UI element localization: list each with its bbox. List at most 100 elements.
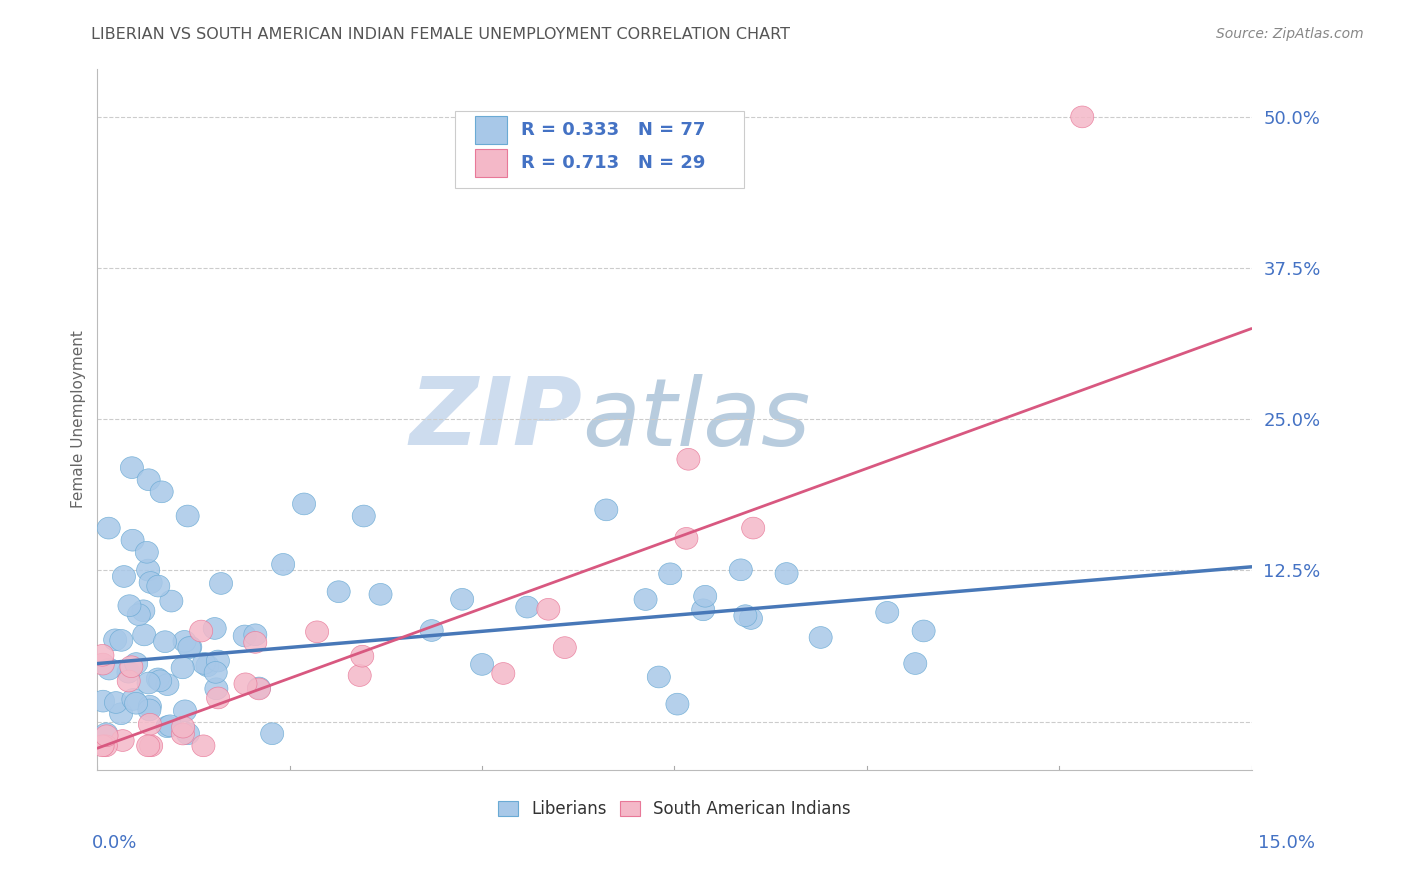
Ellipse shape (260, 723, 284, 745)
Ellipse shape (136, 559, 160, 581)
Text: Source: ZipAtlas.com: Source: ZipAtlas.com (1216, 27, 1364, 41)
Ellipse shape (191, 735, 215, 756)
Ellipse shape (104, 691, 128, 714)
Ellipse shape (121, 529, 145, 551)
Ellipse shape (209, 573, 232, 594)
Ellipse shape (741, 517, 765, 539)
Ellipse shape (172, 657, 194, 679)
Ellipse shape (204, 662, 228, 683)
Ellipse shape (91, 735, 114, 756)
Ellipse shape (647, 666, 671, 688)
Text: ZIP: ZIP (409, 373, 582, 466)
Ellipse shape (173, 700, 197, 722)
Ellipse shape (118, 595, 141, 616)
FancyBboxPatch shape (475, 116, 508, 144)
Ellipse shape (368, 583, 392, 606)
Ellipse shape (204, 617, 226, 640)
Ellipse shape (205, 678, 228, 699)
Ellipse shape (135, 541, 159, 563)
Ellipse shape (117, 670, 141, 692)
Ellipse shape (104, 629, 127, 650)
Ellipse shape (97, 658, 121, 680)
Text: R = 0.333   N = 77: R = 0.333 N = 77 (522, 120, 706, 138)
Ellipse shape (904, 653, 927, 674)
FancyBboxPatch shape (456, 111, 744, 188)
Ellipse shape (91, 690, 114, 712)
Ellipse shape (94, 735, 117, 756)
Legend: Liberians, South American Indians: Liberians, South American Indians (491, 794, 858, 825)
Ellipse shape (292, 493, 315, 515)
Ellipse shape (243, 632, 267, 653)
Ellipse shape (247, 678, 270, 700)
Ellipse shape (125, 692, 148, 714)
Text: LIBERIAN VS SOUTH AMERICAN INDIAN FEMALE UNEMPLOYMENT CORRELATION CHART: LIBERIAN VS SOUTH AMERICAN INDIAN FEMALE… (91, 27, 790, 42)
Ellipse shape (554, 637, 576, 658)
Ellipse shape (156, 716, 179, 738)
Ellipse shape (176, 505, 200, 527)
Ellipse shape (156, 673, 179, 696)
Ellipse shape (172, 716, 194, 738)
Ellipse shape (138, 714, 162, 735)
Text: 0.0%: 0.0% (91, 834, 136, 852)
Ellipse shape (190, 620, 212, 642)
Ellipse shape (160, 591, 183, 612)
Ellipse shape (139, 735, 163, 756)
Ellipse shape (730, 559, 752, 581)
Ellipse shape (110, 630, 132, 651)
Ellipse shape (349, 665, 371, 687)
Ellipse shape (420, 620, 443, 641)
Ellipse shape (271, 554, 295, 575)
Ellipse shape (595, 499, 617, 521)
Ellipse shape (207, 687, 229, 709)
Ellipse shape (492, 663, 515, 684)
Ellipse shape (247, 677, 270, 698)
Ellipse shape (233, 673, 257, 695)
Ellipse shape (139, 572, 162, 593)
Ellipse shape (666, 693, 689, 715)
Ellipse shape (537, 599, 560, 620)
Ellipse shape (516, 596, 538, 618)
Ellipse shape (193, 653, 215, 674)
Ellipse shape (876, 601, 898, 624)
FancyBboxPatch shape (475, 149, 508, 178)
Ellipse shape (159, 714, 181, 737)
Ellipse shape (179, 636, 202, 658)
Ellipse shape (350, 645, 374, 667)
Ellipse shape (243, 624, 267, 646)
Ellipse shape (658, 563, 682, 584)
Ellipse shape (128, 604, 150, 625)
Ellipse shape (676, 449, 700, 470)
Ellipse shape (740, 607, 762, 630)
Ellipse shape (117, 661, 141, 683)
Ellipse shape (132, 600, 155, 622)
Ellipse shape (912, 620, 935, 642)
Ellipse shape (173, 631, 195, 652)
Ellipse shape (808, 626, 832, 648)
Ellipse shape (150, 481, 173, 503)
Ellipse shape (110, 703, 132, 724)
Text: atlas: atlas (582, 374, 810, 465)
Ellipse shape (693, 585, 717, 607)
Text: R = 0.713   N = 29: R = 0.713 N = 29 (522, 154, 706, 172)
Ellipse shape (136, 672, 160, 694)
Ellipse shape (91, 644, 114, 666)
Y-axis label: Female Unemployment: Female Unemployment (72, 330, 86, 508)
Ellipse shape (734, 605, 756, 626)
Ellipse shape (207, 650, 229, 672)
Ellipse shape (122, 689, 145, 710)
Ellipse shape (172, 723, 194, 745)
Ellipse shape (146, 575, 170, 597)
Ellipse shape (111, 730, 134, 751)
Ellipse shape (138, 469, 160, 491)
Ellipse shape (305, 621, 329, 643)
Ellipse shape (94, 723, 118, 745)
Ellipse shape (1071, 106, 1094, 128)
Ellipse shape (176, 723, 200, 745)
Ellipse shape (450, 589, 474, 610)
Ellipse shape (675, 527, 697, 549)
Ellipse shape (177, 637, 201, 658)
Ellipse shape (634, 589, 657, 610)
Ellipse shape (120, 656, 143, 678)
Ellipse shape (91, 653, 114, 675)
Ellipse shape (138, 699, 160, 721)
